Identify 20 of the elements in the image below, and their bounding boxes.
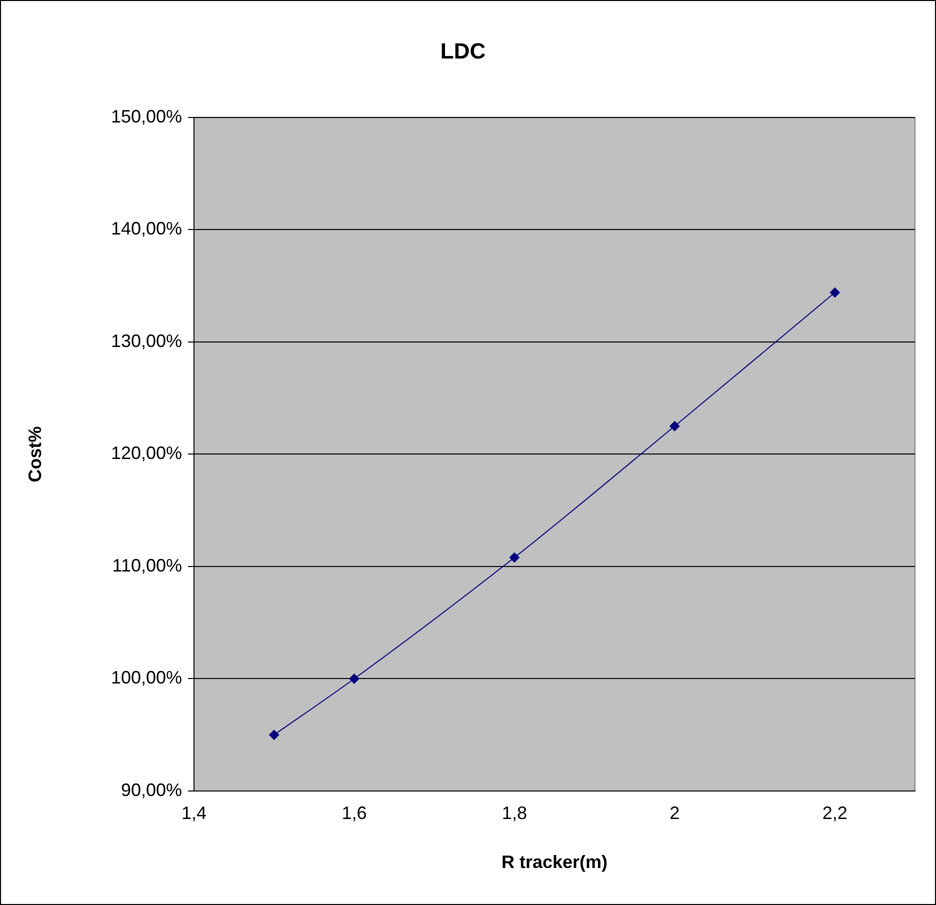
point — [509, 552, 520, 562]
x-tick-label: 2,2 — [822, 802, 848, 823]
y-tick-label: 100,00% — [110, 668, 182, 688]
chart-title: LDC — [440, 38, 486, 64]
x-tick-label: 1,6 — [342, 802, 367, 823]
y-tick-label: 110,00% — [112, 555, 182, 576]
y-tick-label: 90,00% — [120, 780, 182, 800]
y-tick-label: 140,00% — [110, 218, 182, 239]
point — [349, 674, 360, 684]
x-tick-label: 1,4 — [181, 802, 207, 823]
x-axis-title: R tracker(m) — [501, 852, 608, 872]
y-tick-label: 120,00% — [110, 443, 182, 464]
point — [830, 288, 840, 298]
y-tick-label: 150,00% — [110, 106, 182, 126]
y-axis-title: Cost% — [24, 426, 45, 482]
x-tick-label: 1,8 — [502, 802, 527, 823]
x-tick-label: 2 — [670, 802, 680, 823]
y-tick-label: 130,00% — [110, 330, 182, 351]
point — [670, 421, 680, 432]
point — [269, 730, 280, 740]
